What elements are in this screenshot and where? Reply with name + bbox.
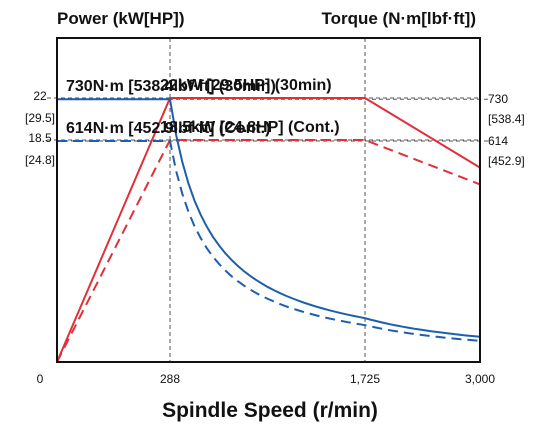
x-tick-label: 3,000 xyxy=(465,372,495,386)
torque-tick-label: 730 xyxy=(488,92,508,106)
torque-tick-sublabel: [538.4] xyxy=(488,112,525,126)
right-axis-title: Torque (N·m[lbf·ft]) xyxy=(321,9,476,28)
torque-solid-curve xyxy=(57,98,481,338)
annotation-label: 22kW [29.5HP] (30min) xyxy=(160,77,332,94)
annotations: 22kW [29.5HP] (30min)730N·m [538.4lbf·ft… xyxy=(66,77,340,137)
torque-tick-sublabel: [452.9] xyxy=(488,154,525,168)
annotation-label: 18.5kW [24.8HP] (Cont.) xyxy=(160,119,340,136)
x-tick-label: 0 xyxy=(37,372,44,386)
data-series xyxy=(56,97,481,363)
torque-dashed-curve xyxy=(57,140,481,342)
tick-labels: 0 288 1,725 3,000 22 [29.5] 18.5 [24.8] 730 [538.… xyxy=(25,89,525,386)
power-tick-label: 18.5 xyxy=(28,131,52,145)
x-tick-label: 1,725 xyxy=(350,372,380,386)
power-dashed-curve xyxy=(56,139,481,363)
power-tick-sublabel: [24.8] xyxy=(25,153,55,167)
torque-tick-label: 614 xyxy=(488,134,508,148)
power-tick-sublabel: [29.5] xyxy=(25,111,55,125)
power-tick-label: 22 xyxy=(33,89,47,103)
annotation-label: 614N·m [452.9lbf·ft] (Cont.) xyxy=(66,120,270,137)
x-tick-label: 288 xyxy=(160,372,180,386)
left-axis-title: Power (kW[HP]) xyxy=(57,9,185,28)
x-axis-title: Spindle Speed (r/min) xyxy=(162,399,378,422)
annotation-label: 730N·m [538.4lbf·ft] (30min) xyxy=(66,78,276,95)
plot-frame xyxy=(56,37,481,363)
power-solid-curve xyxy=(56,97,481,363)
